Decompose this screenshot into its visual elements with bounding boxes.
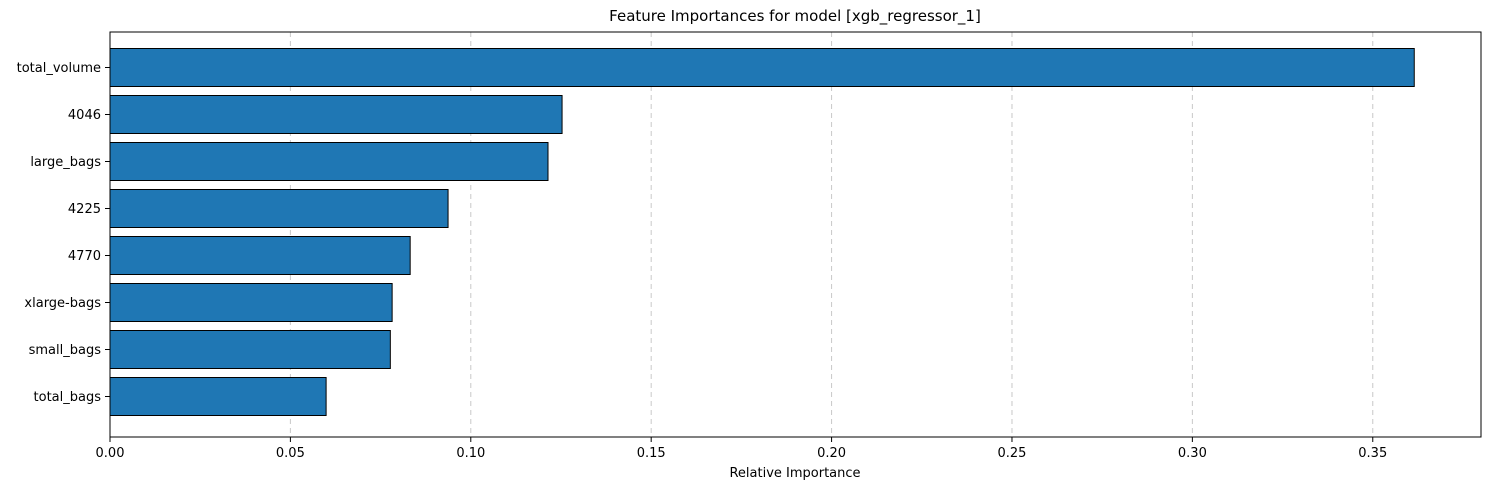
bar-4225 [109, 189, 449, 228]
bar-large_bags [109, 142, 549, 181]
grid-lines [289, 32, 1374, 437]
x-axis-label: Relative Importance [729, 466, 860, 481]
bar-4046 [109, 95, 563, 134]
bar-total_volume [109, 48, 1415, 87]
x-tick-label: 0.35 [1358, 446, 1387, 461]
x-tick-label: 0.05 [276, 446, 305, 461]
x-tick-labels: 0.00 0.05 0.10 0.15 0.20 0.25 0.30 0.35 [96, 437, 1387, 461]
bars [109, 48, 1415, 416]
bar-4770 [109, 236, 411, 275]
x-tick-label: 0.20 [817, 446, 846, 461]
y-tick-label: large_bags [30, 155, 101, 170]
bar-xlarge-bags [109, 283, 393, 322]
chart-title: Feature Importances for model [xgb_regre… [609, 7, 981, 26]
y-tick-label: xlarge-bags [24, 296, 101, 311]
y-tick-label: small_bags [29, 343, 102, 358]
x-tick-label: 0.10 [456, 446, 485, 461]
plot-frame [109, 31, 1482, 438]
x-tick-label: 0.00 [96, 446, 125, 461]
y-tick-label: total_volume [17, 61, 101, 76]
x-tick-label: 0.15 [637, 446, 666, 461]
bar-small_bags [109, 330, 391, 369]
y-tick-label: 4225 [68, 202, 101, 217]
x-tick-label: 0.25 [997, 446, 1026, 461]
y-tick-label: 4046 [68, 108, 101, 123]
y-tick-label: total_bags [34, 390, 102, 405]
y-tick-labels: total_volume 4046 large_bags 4225 4770 xlarge… [17, 61, 110, 405]
x-tick-label: 0.30 [1178, 446, 1207, 461]
bar-total_bags [109, 377, 327, 416]
y-tick-label: 4770 [68, 249, 101, 264]
